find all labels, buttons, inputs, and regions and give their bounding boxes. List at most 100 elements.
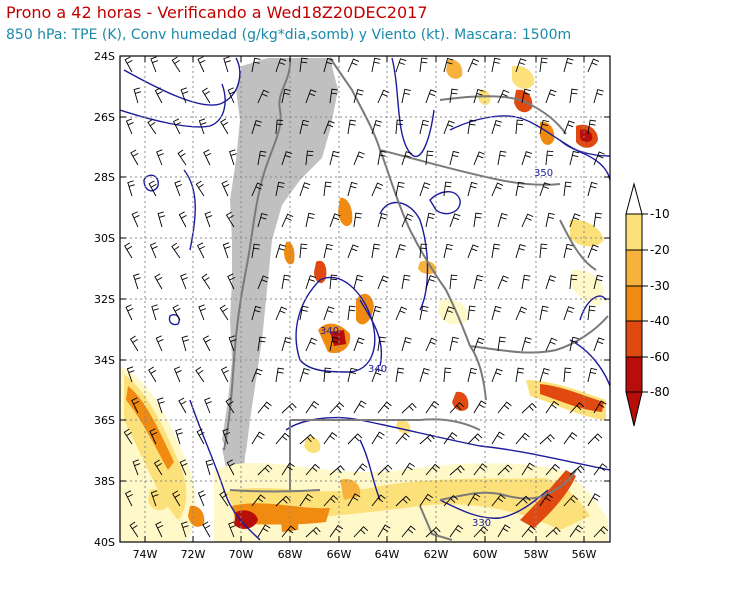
- moisture-convergence-shading: [120, 59, 608, 542]
- wind-barb: [545, 275, 557, 290]
- lon-label: 72W: [181, 548, 206, 561]
- wind-barb: [329, 274, 338, 290]
- wind-barb: [473, 400, 487, 414]
- contour-label: 350: [534, 168, 553, 179]
- contour-label: 340: [320, 326, 339, 337]
- wind-barb: [198, 118, 207, 135]
- wind-barb: [467, 493, 481, 507]
- axis-ticks: [120, 55, 610, 543]
- wind-barb: [251, 182, 264, 197]
- wind-barb: [305, 400, 320, 414]
- wind-barb: [497, 212, 508, 228]
- wind-barb: [521, 274, 531, 290]
- wind-barb: [401, 151, 413, 166]
- wind-barb: [299, 493, 313, 507]
- wind-barb: [473, 88, 484, 104]
- wind-barb: [419, 493, 433, 507]
- wind-barb: [521, 525, 536, 538]
- wind-barb: [419, 433, 435, 445]
- wind-barb: [425, 463, 440, 476]
- wind-barb: [257, 524, 271, 538]
- wind-barb: [178, 211, 187, 228]
- wind-barb: [539, 119, 550, 135]
- wind-barb: [257, 464, 273, 476]
- wind-barb: [353, 337, 365, 352]
- wind-barb: [181, 521, 189, 538]
- wind-barb: [563, 120, 575, 135]
- wind-barb: [149, 242, 158, 259]
- wind-barb: [257, 150, 267, 166]
- wind-barb: [497, 336, 506, 352]
- wind-barb: [563, 494, 579, 507]
- wind-barb: [251, 368, 263, 383]
- wind-barb: [275, 58, 287, 73]
- lon-label: 66W: [327, 548, 352, 561]
- wind-barb: [353, 88, 364, 104]
- map-title: Prono a 42 horas - Verificando a Wed18Z2…: [6, 3, 428, 22]
- wind-barb: [419, 182, 431, 197]
- contour-label: 330: [472, 518, 491, 529]
- wind-barb: [473, 337, 485, 352]
- wind-barb: [395, 119, 404, 135]
- wind-barb: [425, 526, 441, 538]
- wind-barb: [497, 464, 513, 476]
- wind-barb: [425, 150, 434, 166]
- wind-barb: [467, 119, 477, 135]
- wind-barb: [196, 428, 205, 445]
- wind-barb: [593, 274, 604, 290]
- colorbar-label: -80: [650, 385, 670, 399]
- wind-barb: [587, 181, 598, 197]
- wind-barb: [155, 335, 164, 352]
- wind-barb: [305, 212, 315, 228]
- wind-barb: [251, 305, 262, 321]
- wind-barb: [219, 304, 229, 321]
- colorbar-box: [625, 285, 643, 322]
- wind-barb: [515, 495, 531, 507]
- lat-label: 34S: [94, 354, 115, 367]
- wind-barb: [177, 149, 187, 166]
- wind-barb: [419, 119, 430, 135]
- wind-barb: [587, 433, 603, 445]
- wind-barb: [323, 243, 334, 259]
- lat-axis: 24S 26S 28S 30S 32S 34S 36S 38S 40S: [94, 50, 115, 549]
- wind-barb: [281, 151, 293, 166]
- wind-barb: [587, 244, 599, 259]
- wind-barb: [222, 242, 231, 259]
- wind-barb: [299, 119, 310, 135]
- wind-barb: [497, 524, 511, 538]
- wind-barb: [569, 336, 579, 352]
- wind-barb: [569, 465, 585, 476]
- wind-barb: [395, 432, 410, 445]
- colorbar-label: -60: [650, 350, 670, 364]
- wind-barb: [299, 433, 315, 445]
- wind-barb: [467, 305, 476, 321]
- wind-barb: [275, 119, 284, 135]
- wind-barb: [401, 525, 416, 538]
- wind-barb: [228, 521, 236, 538]
- wind-barb: [353, 212, 362, 228]
- wind-barb: [425, 400, 440, 414]
- wind-barb: [197, 56, 206, 73]
- wind-barb: [515, 58, 527, 73]
- wind-barb: [257, 89, 270, 104]
- wind-barb: [377, 275, 389, 290]
- wind-barb: [545, 337, 558, 352]
- wind-barb: [491, 120, 502, 135]
- lon-label: 56W: [572, 548, 597, 561]
- lat-label: 30S: [94, 232, 115, 245]
- lon-label: 70W: [229, 548, 254, 561]
- wind-barb: [201, 273, 211, 290]
- wind-barb: [125, 304, 134, 321]
- lat-label: 26S: [94, 111, 115, 124]
- wind-barb: [150, 490, 159, 507]
- wind-barb: [473, 463, 488, 476]
- wind-barb: [133, 273, 141, 290]
- wind-barb: [491, 494, 506, 507]
- wind-barb: [347, 305, 356, 321]
- wind-barb: [515, 181, 525, 197]
- lon-label: 60W: [473, 548, 498, 561]
- country-borders: [223, 57, 609, 541]
- wind-barb: [154, 273, 163, 290]
- wind-barb: [491, 57, 501, 73]
- wind-barb: [257, 212, 268, 228]
